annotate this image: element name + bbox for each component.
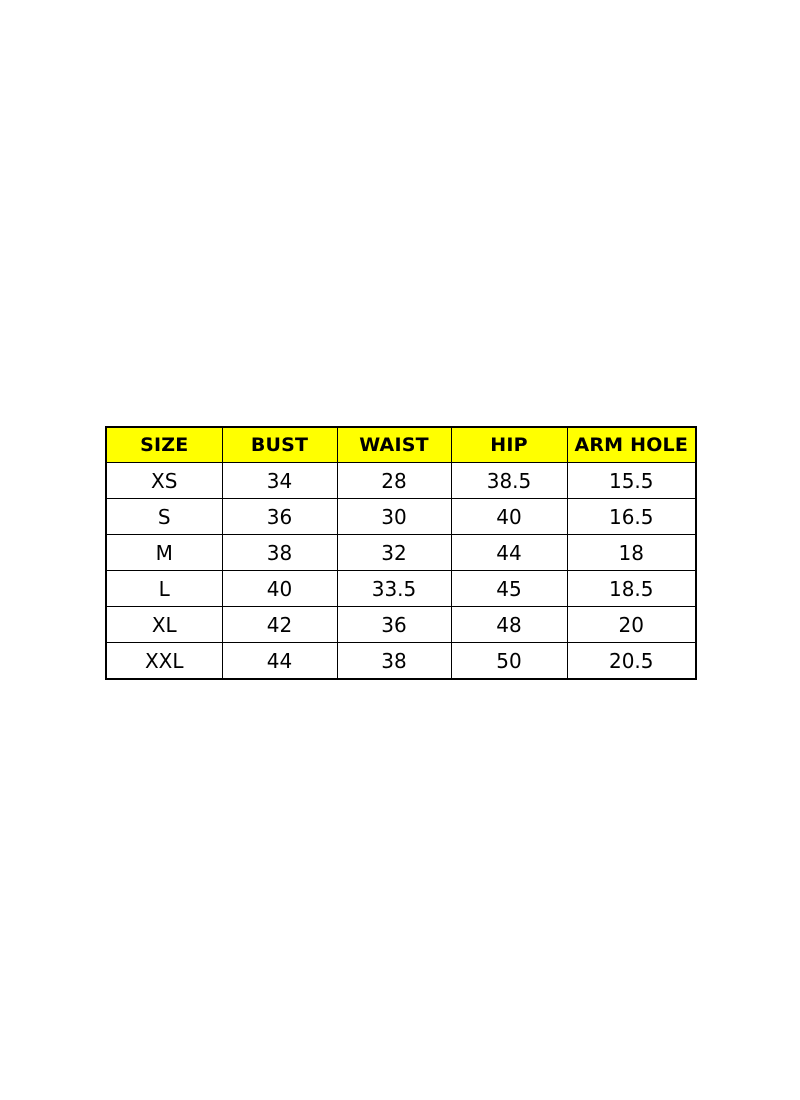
- cell-waist: 33.5: [336, 570, 452, 607]
- cell-hip: 48: [450, 606, 568, 643]
- cell-size: S: [105, 498, 223, 535]
- cell-bust: 36: [221, 498, 338, 535]
- column-header-size: SIZE: [105, 426, 223, 463]
- size-chart-table: SIZE BUST WAIST HIP ARM HOLE XS 34 28 38…: [105, 426, 697, 680]
- cell-waist: 36: [336, 606, 452, 643]
- cell-size: XL: [105, 606, 223, 643]
- cell-size: M: [105, 534, 223, 571]
- cell-bust: 42: [221, 606, 338, 643]
- cell-bust: 44: [221, 642, 338, 680]
- cell-hip: 45: [450, 570, 568, 607]
- table-row: XXL 44 38 50 20.5: [105, 642, 697, 680]
- cell-hip: 44: [450, 534, 568, 571]
- cell-waist: 28: [336, 462, 452, 499]
- cell-size: XXL: [105, 642, 223, 680]
- size-chart-body: XS 34 28 38.5 15.5 S 36 30 40 16.5 M 38 …: [105, 462, 697, 680]
- cell-bust: 38: [221, 534, 338, 571]
- cell-arm-hole: 20: [566, 606, 697, 643]
- cell-bust: 34: [221, 462, 338, 499]
- cell-size: XS: [105, 462, 223, 499]
- cell-waist: 30: [336, 498, 452, 535]
- cell-hip: 50: [450, 642, 568, 680]
- cell-bust: 40: [221, 570, 338, 607]
- table-row: XS 34 28 38.5 15.5: [105, 462, 697, 499]
- table-row: L 40 33.5 45 18.5: [105, 570, 697, 607]
- cell-size: L: [105, 570, 223, 607]
- column-header-waist: WAIST: [336, 426, 452, 463]
- table-row: XL 42 36 48 20: [105, 606, 697, 643]
- cell-hip: 38.5: [450, 462, 568, 499]
- cell-arm-hole: 15.5: [566, 462, 697, 499]
- cell-waist: 38: [336, 642, 452, 680]
- column-header-hip: HIP: [450, 426, 568, 463]
- cell-hip: 40: [450, 498, 568, 535]
- table-row: M 38 32 44 18: [105, 534, 697, 571]
- size-chart-header: SIZE BUST WAIST HIP ARM HOLE: [105, 426, 697, 463]
- cell-waist: 32: [336, 534, 452, 571]
- cell-arm-hole: 20.5: [566, 642, 697, 680]
- cell-arm-hole: 16.5: [566, 498, 697, 535]
- table-row: S 36 30 40 16.5: [105, 498, 697, 535]
- cell-arm-hole: 18.5: [566, 570, 697, 607]
- column-header-bust: BUST: [221, 426, 338, 463]
- size-chart-container: SIZE BUST WAIST HIP ARM HOLE XS 34 28 38…: [105, 426, 697, 680]
- table-header-row: SIZE BUST WAIST HIP ARM HOLE: [105, 426, 697, 463]
- cell-arm-hole: 18: [566, 534, 697, 571]
- column-header-arm-hole: ARM HOLE: [566, 426, 697, 463]
